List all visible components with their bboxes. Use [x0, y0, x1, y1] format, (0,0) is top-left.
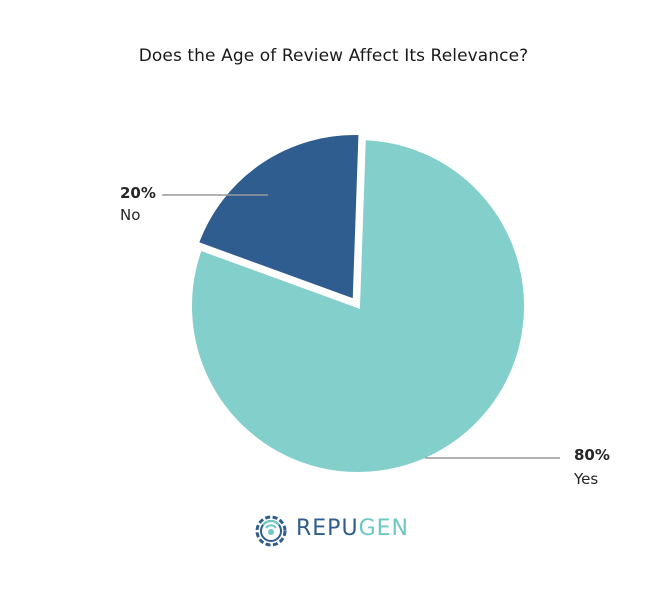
slice-yes-name-label: Yes: [574, 470, 599, 488]
logo-gear-icon: [255, 515, 287, 547]
slice-yes-percent-label: 80%: [574, 446, 610, 464]
slice-no-name-label: No: [120, 206, 141, 224]
logo-wordmark: REPUGEN: [296, 516, 409, 541]
repugen-logo: REPUGEN: [250, 508, 430, 550]
pie-slice-no: [194, 131, 363, 304]
logo-text-repu: REPU: [296, 516, 359, 541]
logo-text-gen: GEN: [358, 516, 409, 541]
pie-slice-yes: [188, 136, 528, 476]
chart-title: Does the Age of Review Affect Its Releva…: [138, 46, 529, 66]
slice-no-percent-label: 20%: [120, 184, 156, 202]
